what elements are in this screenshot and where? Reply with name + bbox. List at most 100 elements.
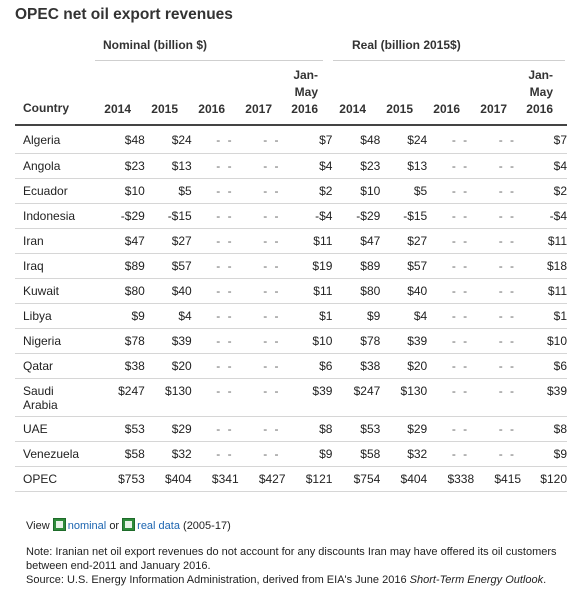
real-value-cell: $48	[332, 128, 381, 154]
real-value-cell: - -	[474, 441, 522, 467]
real-value-cell: - -	[427, 278, 475, 304]
real-value-cell: $7	[521, 128, 567, 154]
nominal-value-cell: $13	[144, 153, 192, 179]
nominal-value-cell: $89	[100, 253, 145, 279]
nominal-value-cell: $27	[144, 228, 192, 254]
nominal-value-cell: $427	[238, 466, 286, 492]
real-value-cell: - -	[427, 253, 475, 279]
real-value-cell: $6	[521, 353, 567, 379]
nominal-value-cell: - -	[238, 128, 286, 154]
table-row: Algeria $48 $24- -- - $7 $48 $24- -- - $7	[15, 128, 567, 154]
real-value-cell: -$29	[332, 203, 381, 229]
source-text: Source: U.S. Energy Information Administ…	[26, 574, 547, 586]
nominal-value-cell: $9	[100, 303, 145, 329]
real-value-cell: $39	[521, 378, 567, 417]
real-value-cell: $2	[521, 178, 567, 204]
real-value-cell: - -	[427, 353, 475, 379]
nominal-value-cell: $78	[100, 328, 145, 354]
real-value-cell: - -	[427, 178, 475, 204]
country-name: Iran	[15, 228, 101, 254]
real-value-cell: $47	[332, 228, 381, 254]
real-2014-header: 2014	[339, 102, 366, 116]
table-row: Libya $9 $4- -- - $1 $9 $4- -- - $1	[15, 303, 567, 329]
real-value-cell: $130	[380, 378, 428, 417]
table-row: Ecuador $10 $5- -- - $2 $10 $5- -- - $2	[15, 178, 567, 204]
nominal-value-cell: $10	[285, 328, 333, 354]
country-name: Venezuela	[15, 441, 101, 467]
real-data-link[interactable]: real data	[122, 518, 180, 532]
country-name: Saudi Arabia	[15, 378, 101, 417]
nominal-value-cell: - -	[238, 178, 286, 204]
real-value-cell: $89	[332, 253, 381, 279]
table-row: Venezuela $58 $32- -- - $9 $58 $32- -- - $9	[15, 441, 567, 467]
nominal-2017-header: 2017	[245, 102, 272, 116]
nominal-value-cell: - -	[238, 203, 286, 229]
nominal-value-cell: $19	[285, 253, 333, 279]
real-value-cell: - -	[427, 228, 475, 254]
header-rule	[15, 124, 567, 126]
real-value-cell: $9	[521, 441, 567, 467]
nominal-value-cell: - -	[238, 153, 286, 179]
nominal-value-cell: - -	[191, 353, 239, 379]
nominal-value-cell: -$15	[144, 203, 192, 229]
real-value-cell: - -	[427, 128, 475, 154]
nominal-value-cell: - -	[191, 178, 239, 204]
nominal-value-cell: $341	[191, 466, 239, 492]
real-value-cell: - -	[474, 203, 522, 229]
nominal-value-cell: - -	[191, 378, 239, 417]
real-value-cell: $24	[380, 128, 428, 154]
real-value-cell: $39	[380, 328, 428, 354]
nominal-value-cell: $57	[144, 253, 192, 279]
nominal-value-cell: - -	[238, 328, 286, 354]
nominal-value-cell: - -	[238, 441, 286, 467]
nominal-value-cell: $1	[285, 303, 333, 329]
nominal-value-cell: - -	[238, 253, 286, 279]
real-value-cell: $80	[332, 278, 381, 304]
table-row: Indonesia -$29 -$15- -- - -$4 -$29 -$15- -- -…	[15, 203, 567, 229]
real-value-cell: - -	[474, 278, 522, 304]
real-value-cell: - -	[474, 178, 522, 204]
real-value-cell: - -	[427, 153, 475, 179]
nominal-value-cell: $39	[144, 328, 192, 354]
nominal-group-header: Nominal (billion $)	[103, 38, 207, 52]
country-name: Libya	[15, 303, 101, 329]
nominal-2016-header: 2016	[198, 102, 225, 116]
real-value-cell: - -	[474, 378, 522, 417]
nominal-value-cell: $48	[100, 128, 145, 154]
real-value-cell: - -	[427, 203, 475, 229]
nominal-value-cell: $6	[285, 353, 333, 379]
real-value-cell: $38	[332, 353, 381, 379]
real-value-cell: -$15	[380, 203, 428, 229]
nominal-value-cell: -$29	[100, 203, 145, 229]
real-value-cell: - -	[427, 416, 475, 442]
real-value-cell: - -	[427, 378, 475, 417]
real-value-cell: $13	[380, 153, 428, 179]
nominal-value-cell: $47	[100, 228, 145, 254]
real-value-cell: - -	[474, 416, 522, 442]
nominal-value-cell: - -	[191, 441, 239, 467]
nominal-value-cell: $32	[144, 441, 192, 467]
page-title: OPEC net oil export revenues	[15, 6, 233, 23]
nominal-value-cell: - -	[191, 128, 239, 154]
real-value-cell: $120	[521, 466, 567, 492]
real-value-cell: $1	[521, 303, 567, 329]
nominal-value-cell: $4	[285, 153, 333, 179]
nominal-value-cell: $130	[144, 378, 192, 417]
real-value-cell: $27	[380, 228, 428, 254]
country-name: Indonesia	[15, 203, 101, 229]
nominal-data-link[interactable]: nominal	[52, 518, 106, 532]
nominal-value-cell: $24	[144, 128, 192, 154]
nominal-value-cell: $29	[144, 416, 192, 442]
nominal-value-cell: $80	[100, 278, 145, 304]
real-value-cell: $78	[332, 328, 381, 354]
real-value-cell: - -	[427, 303, 475, 329]
real-value-cell: $58	[332, 441, 381, 467]
real-value-cell: - -	[474, 353, 522, 379]
real-value-cell: $415	[474, 466, 522, 492]
real-value-cell: - -	[474, 128, 522, 154]
nominal-value-cell: $5	[144, 178, 192, 204]
nominal-value-cell: - -	[238, 228, 286, 254]
country-name: Angola	[15, 153, 101, 179]
real-value-cell: $8	[521, 416, 567, 442]
real-value-cell: - -	[474, 328, 522, 354]
